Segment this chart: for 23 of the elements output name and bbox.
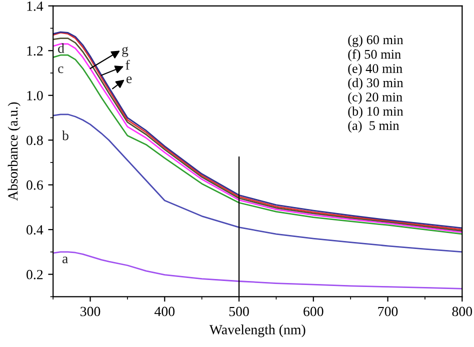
y-tick-label: 1.4 <box>27 2 44 11</box>
series-label: a <box>62 256 68 264</box>
y-tick-label: 0.8 <box>26 136 43 146</box>
series-label: g <box>122 46 128 57</box>
x-tick-label: 300 <box>80 306 100 316</box>
y-tick-label: 1.0 <box>27 90 43 100</box>
annotation: (g) 60 min (f) 50 min (e) 40 min (d) 30 min (c) 20 min (b) 10 min (a) 5 min <box>348 34 404 133</box>
x-axis-title: Wavelength (nm) <box>209 324 306 338</box>
y-tick-label: 0.2 <box>26 270 43 280</box>
y-tick-label: 0.4 <box>26 225 44 235</box>
x-tick-label: 500 <box>229 306 249 316</box>
series-label: d <box>58 43 64 54</box>
series-label: b <box>62 130 68 140</box>
x-tick-label: 800 <box>452 306 472 316</box>
x-tick-label: 700 <box>378 306 398 316</box>
y-tick-label: 1.2 <box>27 46 43 56</box>
x-tick-label: 600 <box>304 306 324 316</box>
series-label: f <box>126 60 130 70</box>
y-tick-label: 0.6 <box>26 180 43 190</box>
series-label: c <box>58 66 64 74</box>
y-axis-title: Absorbance (a.u.) <box>8 102 20 201</box>
x-tick-label: 400 <box>154 306 175 316</box>
series-label: e <box>126 76 132 84</box>
